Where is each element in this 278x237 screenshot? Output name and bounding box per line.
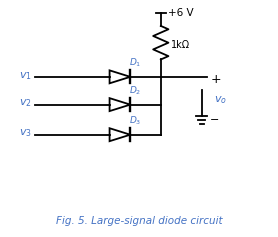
Text: $v_3$: $v_3$ bbox=[19, 128, 32, 139]
Text: $D_3$: $D_3$ bbox=[129, 114, 141, 127]
Text: $v_2$: $v_2$ bbox=[19, 98, 32, 109]
Text: $D_1$: $D_1$ bbox=[129, 56, 141, 69]
Text: 1kΩ: 1kΩ bbox=[171, 40, 190, 50]
Text: +6 V: +6 V bbox=[168, 8, 193, 18]
Text: $v_o$: $v_o$ bbox=[214, 94, 227, 106]
Text: +: + bbox=[210, 73, 221, 86]
Text: $D_2$: $D_2$ bbox=[129, 84, 141, 96]
Text: Fig. 5. Large-signal diode circuit: Fig. 5. Large-signal diode circuit bbox=[56, 216, 222, 227]
Text: $v_1$: $v_1$ bbox=[19, 70, 32, 82]
Text: −: − bbox=[210, 115, 220, 125]
